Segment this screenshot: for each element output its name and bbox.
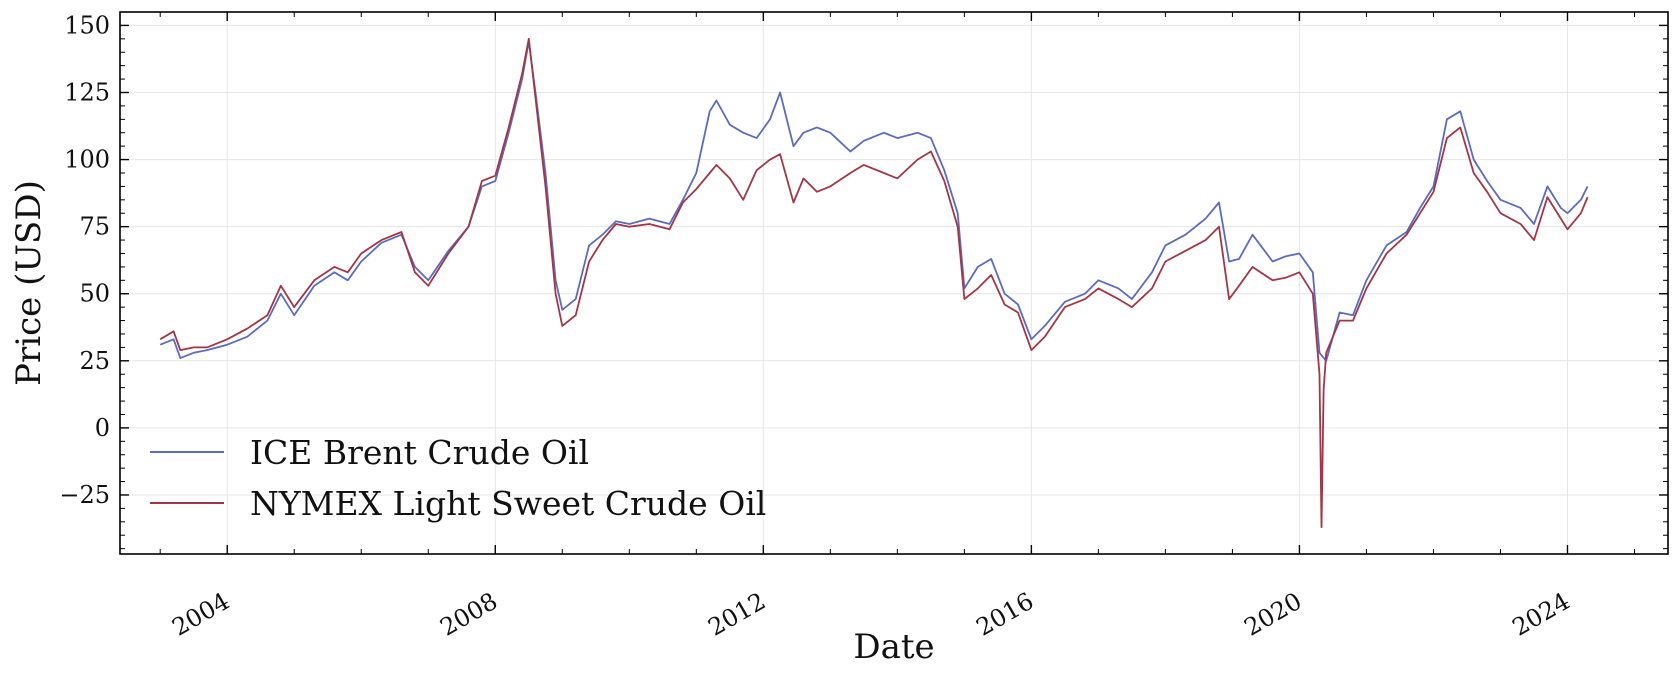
- y-tick-label: −25: [59, 481, 110, 509]
- y-tick-label: 0: [95, 414, 110, 442]
- series-lines: [159, 37, 1589, 529]
- y-tick-label: 25: [79, 347, 110, 375]
- y-axis-label: Price (USD): [9, 180, 49, 386]
- grid: [120, 12, 1668, 554]
- x-axis: 2004 2008 2012 2016 2020 2024: [159, 12, 1635, 642]
- legend-label-brent: ICE Brent Crude Oil: [250, 433, 589, 472]
- x-tick-label: 2024: [1508, 587, 1575, 642]
- legend: ICE Brent Crude Oil NYMEX Light Sweet Cr…: [150, 433, 766, 523]
- x-tick-label: 2016: [971, 587, 1038, 642]
- x-tick-label: 2008: [435, 587, 502, 642]
- x-tick-label: 2004: [167, 587, 234, 642]
- x-tick-label: 2020: [1240, 587, 1307, 642]
- y-tick-label: 100: [64, 146, 110, 174]
- y-tick-label: 75: [79, 213, 110, 241]
- series-line-nymex: [159, 37, 1589, 529]
- x-axis-label: Date: [853, 627, 934, 667]
- x-tick-label: 2012: [703, 587, 770, 642]
- plot-frame: [119, 11, 1669, 555]
- y-tick-label: 50: [79, 280, 110, 308]
- y-tick-label: 150: [64, 11, 110, 39]
- y-tick-label: 125: [64, 78, 110, 106]
- legend-label-nymex: NYMEX Light Sweet Crude Oil: [250, 484, 766, 523]
- series-line-brent: [159, 40, 1589, 362]
- y-axis: −25 0 25 50 75 100 125 150: [59, 11, 1668, 550]
